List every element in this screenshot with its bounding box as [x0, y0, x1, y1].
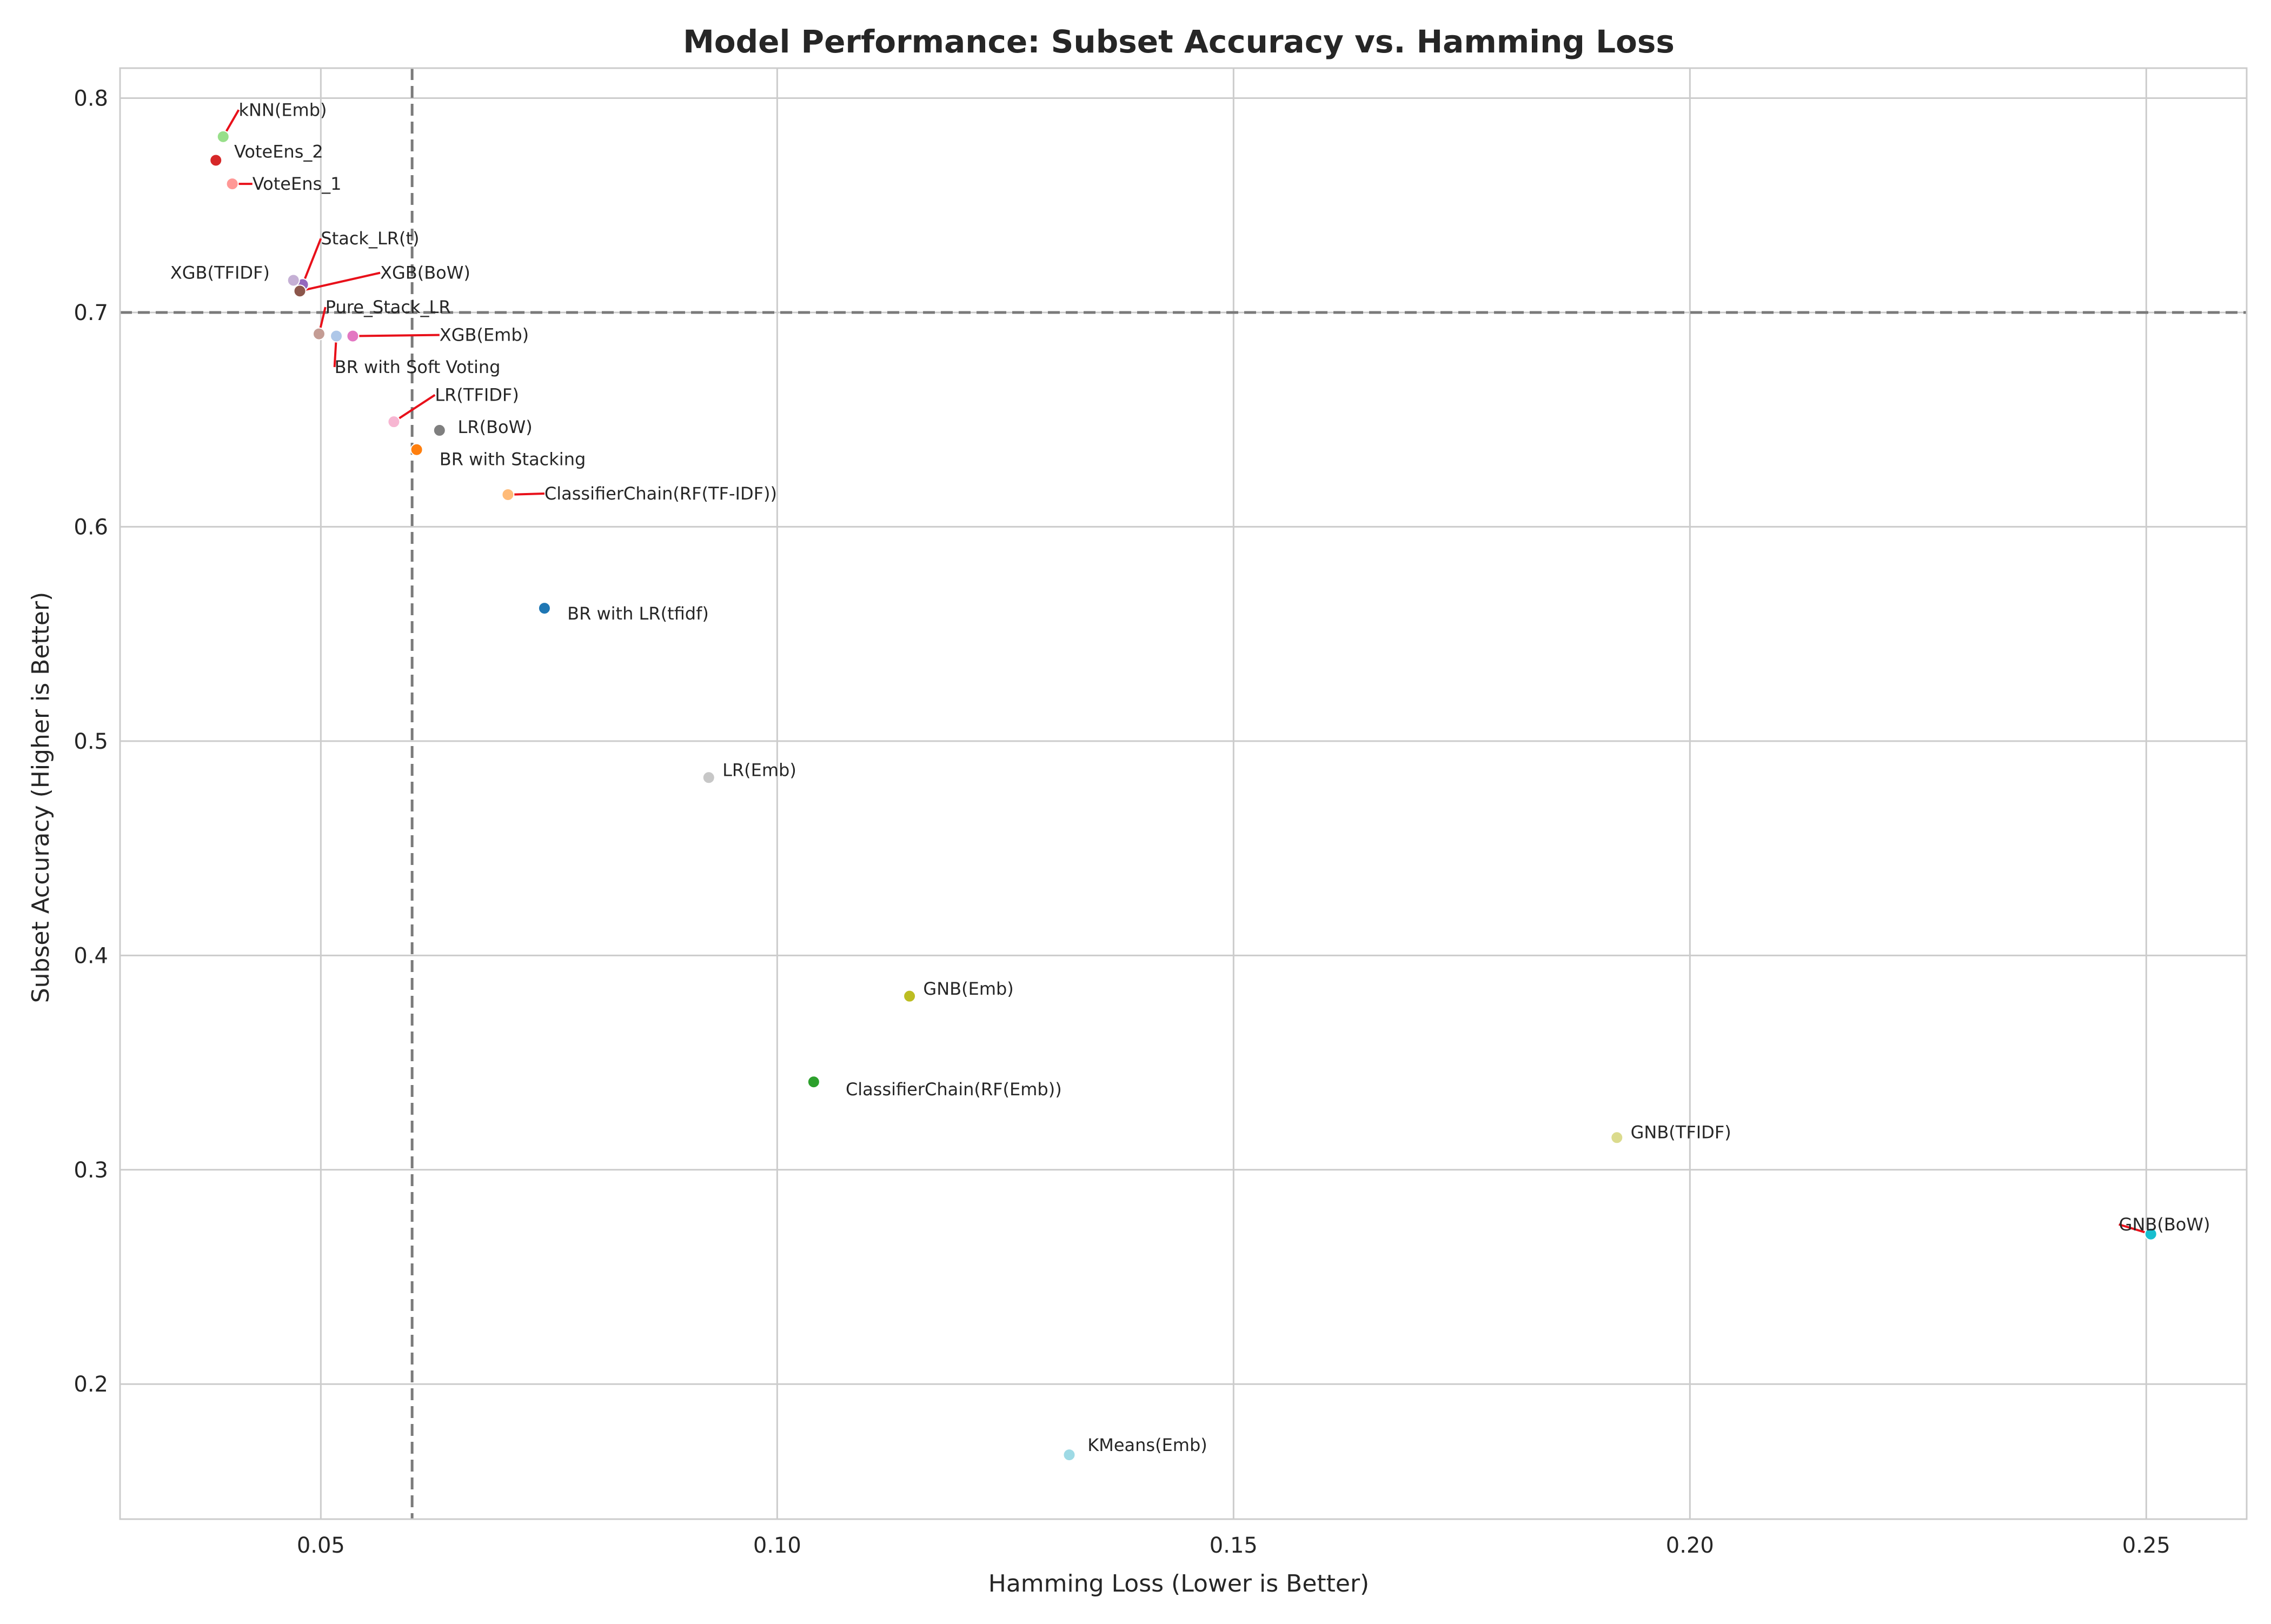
- point-label: KMeans(Emb): [1087, 1435, 1207, 1455]
- data-point: [807, 1075, 820, 1089]
- point-label: LR(Emb): [722, 760, 796, 780]
- point-label: LR(TFIDF): [435, 385, 519, 405]
- data-point: [2144, 1227, 2157, 1241]
- leader-line: [393, 394, 436, 423]
- data-point: [293, 284, 307, 298]
- leader-line: [300, 271, 381, 292]
- point-label: XGB(Emb): [440, 325, 529, 345]
- x-tick-label: 0.10: [753, 1533, 801, 1558]
- x-tick-label: 0.20: [1666, 1533, 1714, 1558]
- point-label: LR(BoW): [458, 417, 533, 437]
- data-point: [1610, 1131, 1624, 1144]
- x-tick-label: 0.05: [297, 1533, 345, 1558]
- y-axis-label: Subset Accuracy (Higher is Better): [27, 592, 55, 1003]
- data-point: [216, 130, 230, 143]
- point-labels: kNN(Emb) VoteEns_2 VoteEns_1 Stack_LR(t) XGB…: [170, 99, 2210, 1455]
- data-point: [209, 154, 223, 167]
- leader-line: [353, 334, 440, 337]
- y-tick-label: 0.3: [74, 1158, 108, 1183]
- data-points: [209, 130, 2157, 1462]
- y-tick-label: 0.5: [74, 729, 108, 754]
- reference-lines: [120, 68, 2247, 1519]
- y-tick-label: 0.8: [74, 86, 108, 111]
- point-label: GNB(BoW): [2119, 1214, 2210, 1235]
- point-label: BR with Stacking: [440, 449, 586, 470]
- label-leader-lines: [222, 109, 2152, 1235]
- point-label: XGB(BoW): [380, 263, 470, 283]
- data-point: [387, 415, 401, 429]
- chart-title: Model Performance: Subset Accuracy vs. H…: [683, 23, 1675, 60]
- data-point: [225, 177, 239, 191]
- y-tick-label: 0.7: [74, 301, 108, 325]
- point-label: XGB(TFIDF): [170, 263, 270, 283]
- data-point: [410, 443, 423, 456]
- leader-line: [301, 238, 322, 285]
- data-point: [1063, 1448, 1076, 1462]
- data-point: [330, 329, 343, 343]
- data-point: [702, 771, 715, 784]
- point-label: VoteEns_1: [253, 174, 342, 194]
- point-label: Stack_LR(t): [321, 228, 419, 249]
- tick-labels: 0.05 0.10 0.15 0.20 0.25 0.2 0.3 0.4 0.5 0.6 0.7 0.…: [74, 86, 2170, 1558]
- point-label: GNB(Emb): [923, 979, 1013, 999]
- data-point: [537, 602, 551, 615]
- point-label: BR with Soft Voting: [335, 357, 501, 377]
- point-label: ClassifierChain(RF(Emb)): [846, 1079, 1062, 1100]
- x-tick-label: 0.25: [2122, 1533, 2170, 1558]
- point-label: VoteEns_2: [234, 142, 323, 162]
- data-point: [287, 274, 300, 287]
- point-label: Pure_Stack_LR: [326, 297, 451, 317]
- data-point: [501, 488, 515, 501]
- point-label: BR with LR(tfidf): [567, 603, 709, 624]
- data-point: [312, 327, 326, 341]
- grid-lines: [120, 68, 2247, 1519]
- data-point: [433, 424, 446, 437]
- data-point: [346, 329, 360, 343]
- x-tick-label: 0.15: [1210, 1533, 1258, 1558]
- point-label: kNN(Emb): [238, 99, 327, 120]
- plot-frame: [119, 67, 2248, 1520]
- y-tick-label: 0.4: [74, 943, 108, 968]
- data-point: [903, 989, 917, 1003]
- x-axis-label: Hamming Loss (Lower is Better): [988, 1570, 1369, 1598]
- point-label: GNB(TFIDF): [1631, 1122, 1731, 1142]
- y-tick-label: 0.2: [74, 1372, 108, 1397]
- y-tick-label: 0.6: [74, 515, 108, 540]
- point-label: ClassifierChain(RF(TF-IDF)): [544, 483, 777, 504]
